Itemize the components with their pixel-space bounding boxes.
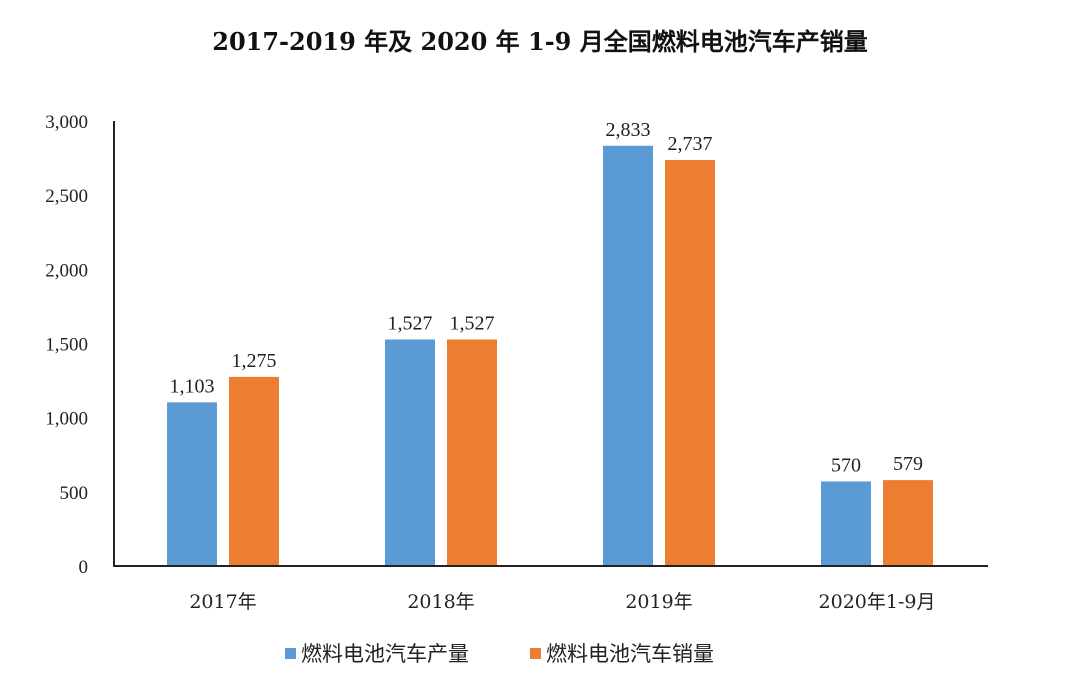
x-category-label: 2019年 bbox=[625, 591, 692, 613]
legend-label: 燃料电池汽车产量 bbox=[301, 642, 469, 666]
x-axis-labels: 2017年 2018年 2019年 2020年1-9月 bbox=[189, 591, 935, 613]
bar-sales-1 bbox=[447, 339, 497, 566]
y-tick-label: 1,000 bbox=[45, 409, 88, 430]
data-label: 579 bbox=[893, 453, 923, 475]
bar-sales-3 bbox=[883, 480, 933, 566]
y-tick-label: 3,000 bbox=[45, 112, 88, 133]
data-label: 2,737 bbox=[668, 133, 713, 155]
bar-sales-0 bbox=[229, 376, 279, 566]
bar-production-3 bbox=[821, 481, 871, 566]
bars bbox=[167, 145, 933, 567]
y-tick-label: 2,500 bbox=[45, 186, 88, 207]
data-label: 1,103 bbox=[170, 375, 215, 397]
data-label: 1,275 bbox=[232, 350, 277, 372]
y-tick-label: 500 bbox=[60, 483, 89, 504]
bar-production-2 bbox=[603, 145, 653, 566]
x-category-label: 2017年 bbox=[189, 591, 256, 613]
legend-label: 燃料电池汽车销量 bbox=[546, 642, 714, 666]
data-label: 1,527 bbox=[450, 312, 495, 334]
legend-swatch bbox=[285, 648, 296, 659]
bar-production-0 bbox=[167, 402, 217, 566]
x-category-label: 2020年1-9月 bbox=[819, 591, 936, 613]
legend-swatch bbox=[530, 648, 541, 659]
y-tick-label: 2,000 bbox=[45, 260, 88, 281]
data-labels: 1,103 1,527 2,833 570 1,275 1,527 2,737 579 bbox=[170, 119, 924, 477]
y-tick-label: 1,500 bbox=[45, 335, 88, 356]
bar-production-1 bbox=[385, 339, 435, 566]
legend: 燃料电池汽车产量 燃料电池汽车销量 bbox=[285, 642, 714, 666]
chart-title: 2017-2019 年及 2020 年 1-9 月全国燃料电池汽车产销量 bbox=[212, 27, 868, 56]
y-axis-ticks: 0 500 1,000 1,500 2,000 2,500 3,000 bbox=[45, 112, 88, 578]
y-tick-label: 0 bbox=[79, 557, 89, 578]
bar-sales-2 bbox=[665, 160, 715, 567]
data-label: 1,527 bbox=[388, 312, 433, 334]
data-label: 2,833 bbox=[606, 119, 651, 141]
x-category-label: 2018年 bbox=[407, 591, 474, 613]
axes bbox=[113, 121, 988, 567]
data-label: 570 bbox=[831, 454, 861, 476]
